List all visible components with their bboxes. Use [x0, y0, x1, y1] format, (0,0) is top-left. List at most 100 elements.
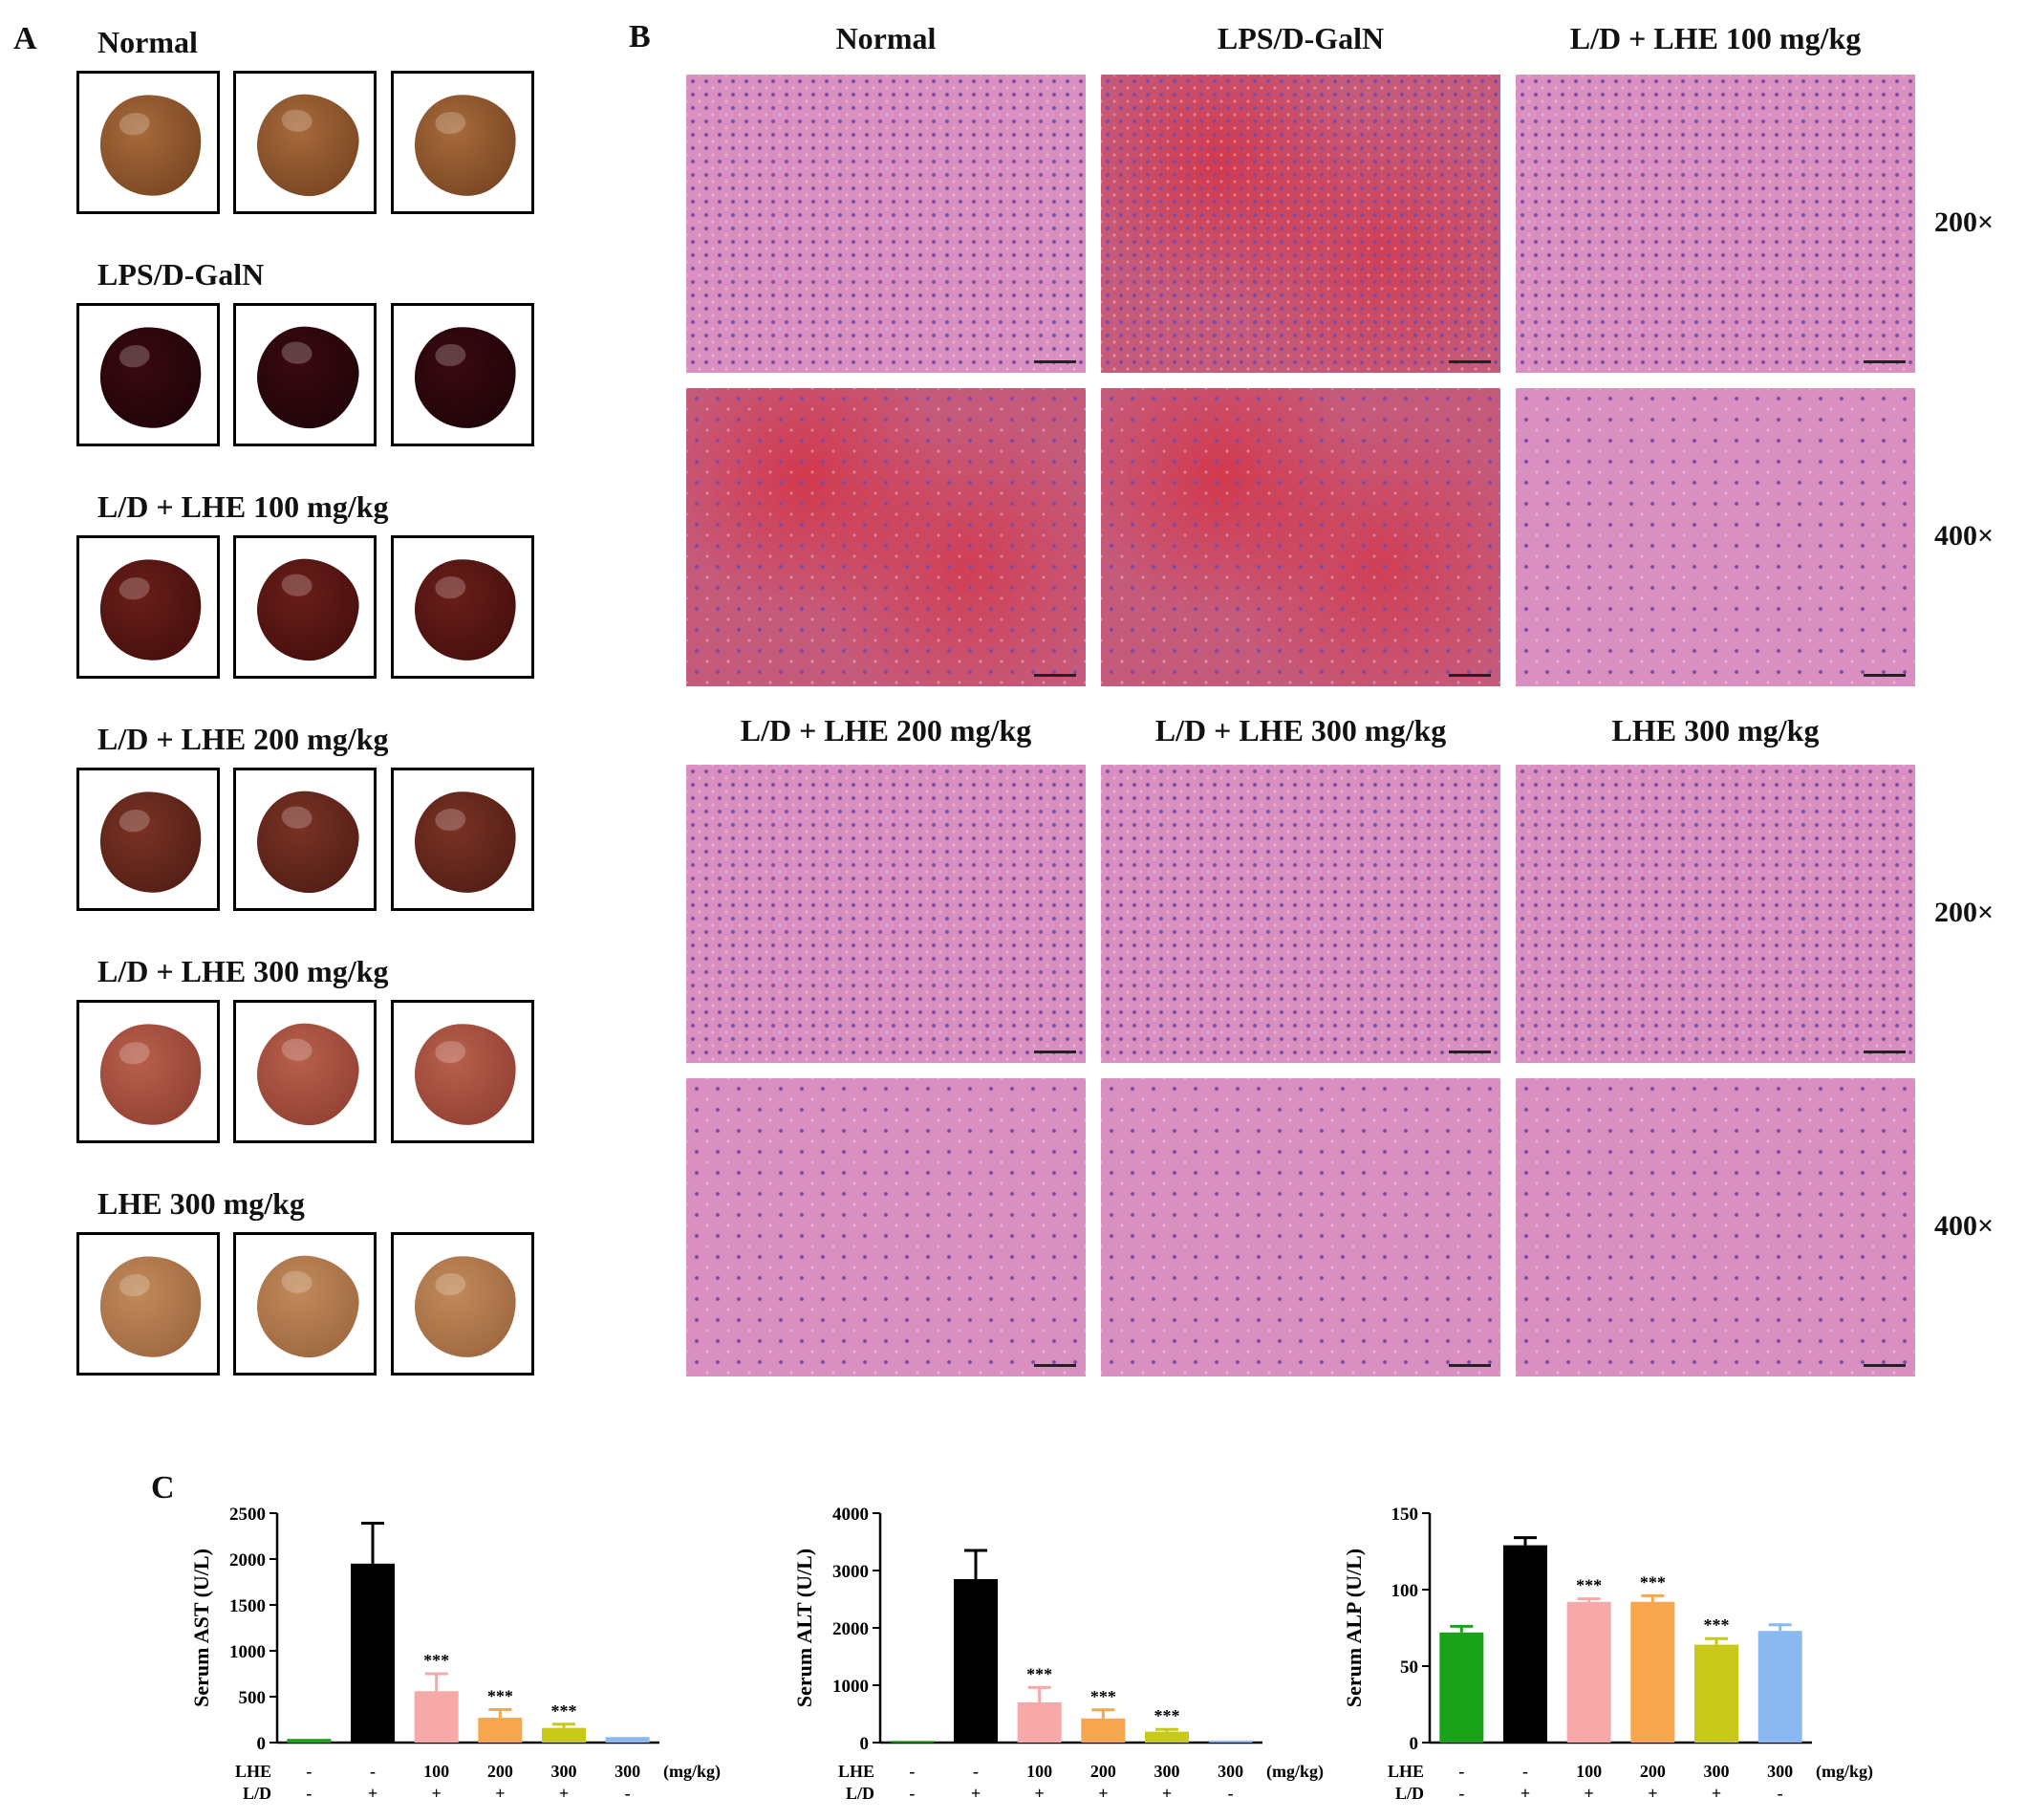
bar: [478, 1718, 523, 1743]
liver-specimen: [251, 786, 364, 899]
histology-group-title: LHE 300 mg/kg: [1611, 713, 1820, 748]
liver-specimen: [251, 1018, 364, 1131]
liver-group-title: L/D + LHE 100 mg/kg: [97, 489, 389, 524]
lhe-dose-label: 200: [487, 1762, 513, 1781]
ld-treatment-label: +: [1712, 1784, 1721, 1803]
y-tick-label: 2000: [229, 1550, 266, 1571]
bar: [1566, 1601, 1611, 1743]
scale-bar: [1864, 360, 1906, 363]
y-tick-label: 0: [860, 1734, 870, 1754]
scale-bar: [1449, 1364, 1491, 1367]
bar: [542, 1727, 586, 1743]
bar: [1757, 1631, 1802, 1743]
bar: [1081, 1718, 1126, 1743]
liver-group-title: LHE 300 mg/kg: [97, 1186, 305, 1221]
lhe-row-label: LHE: [235, 1762, 271, 1781]
y-tick-label: 100: [1391, 1581, 1419, 1601]
histology-image: [1516, 765, 1915, 1063]
y-axis-label: Serum AST (U/L): [189, 1549, 213, 1707]
histology-group-title: Normal: [835, 21, 937, 55]
ld-treatment-label: -: [306, 1784, 312, 1803]
liver-photo: [233, 303, 377, 446]
liver-group-title: L/D + LHE 200 mg/kg: [97, 722, 389, 756]
liver-group-title: LPS/D-GalN: [97, 257, 265, 292]
lhe-dose-label: 200: [1640, 1762, 1666, 1781]
histology-image: [686, 1078, 1086, 1376]
ld-treatment-label: +: [1035, 1784, 1045, 1803]
magnification-label: 400×: [1934, 520, 1995, 552]
histology-image: [1516, 75, 1915, 373]
ld-treatment-label: -: [1228, 1784, 1234, 1803]
liver-specimen: [411, 555, 520, 664]
ld-treatment-label: -: [1458, 1784, 1464, 1803]
histology-group-title: L/D + LHE 100 mg/kg: [1569, 21, 1862, 55]
bar: [287, 1739, 332, 1743]
liver-photo: [233, 768, 377, 911]
bar: [605, 1737, 650, 1743]
histology-image: [1101, 765, 1500, 1063]
ld-treatment-label: +: [1520, 1784, 1530, 1803]
ld-row-label: L/D: [846, 1784, 874, 1803]
histology-group-title: L/D + LHE 200 mg/kg: [740, 713, 1032, 748]
ld-treatment-label: -: [909, 1784, 915, 1803]
ld-treatment-label: +: [559, 1784, 569, 1803]
liver-photo: [233, 1000, 377, 1143]
bar: [351, 1563, 395, 1743]
magnification-label: 400×: [1934, 1210, 1995, 1242]
significance-mark: ***: [551, 1701, 577, 1721]
histology-image: [1101, 75, 1500, 373]
liver-specimen: [411, 788, 520, 897]
scale-bar: [1449, 1051, 1491, 1053]
lhe-dose-label: 300: [615, 1762, 640, 1781]
y-tick-label: 3000: [832, 1562, 869, 1582]
significance-mark: ***: [423, 1651, 449, 1670]
liver-photo: [76, 303, 220, 446]
liver-photo: [76, 71, 220, 214]
ld-treatment-label: +: [495, 1784, 505, 1803]
scale-bar: [1034, 1051, 1076, 1053]
scale-bar: [1864, 1051, 1906, 1053]
liver-photo: [233, 71, 377, 214]
liver-specimen: [411, 91, 520, 200]
significance-mark: ***: [1704, 1615, 1730, 1635]
histology-group-title: LPS/D-GalN: [1217, 21, 1385, 55]
significance-mark: ***: [1026, 1664, 1052, 1683]
ld-treatment-label: +: [1098, 1784, 1108, 1803]
liver-photo: [391, 303, 534, 446]
unit-label: (mg/kg): [1266, 1762, 1324, 1782]
lhe-dose-label: 100: [1026, 1762, 1052, 1781]
y-tick-label: 1500: [229, 1596, 266, 1616]
ld-row-label: L/D: [1395, 1784, 1424, 1803]
y-tick-label: 2500: [229, 1505, 266, 1525]
scale-bar: [1034, 360, 1076, 363]
histology-group-title: L/D + LHE 300 mg/kg: [1154, 713, 1447, 748]
bar: [890, 1741, 935, 1743]
lhe-dose-label: -: [370, 1762, 376, 1781]
liver-group-title: Normal: [97, 25, 198, 59]
magnification-label: 200×: [1934, 206, 1995, 238]
scale-bar: [1864, 674, 1906, 677]
significance-mark: ***: [487, 1686, 513, 1705]
liver-specimen: [251, 553, 364, 666]
unit-label: (mg/kg): [1816, 1762, 1873, 1782]
histology-image: [686, 75, 1086, 373]
magnification-label: 200×: [1934, 897, 1995, 928]
ld-treatment-label: +: [432, 1784, 442, 1803]
lhe-dose-label: 100: [1576, 1762, 1602, 1781]
scale-bar: [1034, 674, 1076, 677]
liver-specimen: [94, 1249, 208, 1364]
bar: [1694, 1644, 1738, 1743]
lhe-dose-label: 200: [1090, 1762, 1116, 1781]
liver-specimen: [411, 1020, 520, 1129]
liver-specimen: [94, 320, 208, 435]
y-axis-label: Serum ALT (U/L): [792, 1549, 816, 1707]
ld-treatment-label: +: [368, 1784, 377, 1803]
histology-image: [686, 388, 1086, 686]
ld-treatment-label: -: [625, 1784, 631, 1803]
y-axis-label: Serum ALP (U/L): [1342, 1549, 1366, 1707]
y-tick-label: 150: [1391, 1505, 1419, 1525]
ld-treatment-label: +: [971, 1784, 981, 1803]
ld-treatment-label: +: [1648, 1784, 1657, 1803]
y-tick-label: 1000: [832, 1677, 869, 1697]
